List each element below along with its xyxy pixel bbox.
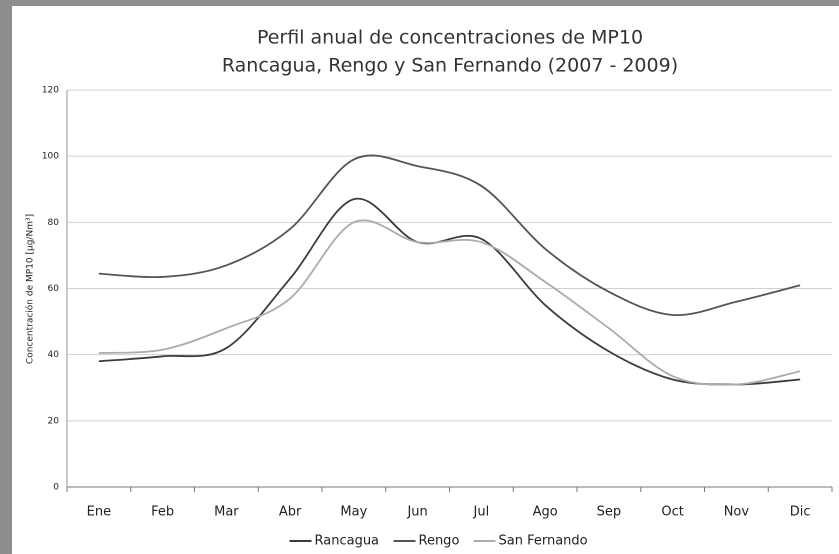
y-tick-label: 80 bbox=[48, 218, 60, 228]
y-tick-label: 20 bbox=[48, 416, 60, 426]
x-tick-label: Ago bbox=[533, 505, 558, 520]
x-tick-label: Dic bbox=[790, 505, 811, 520]
y-tick-label: 0 bbox=[53, 483, 59, 493]
legend-label: Rancagua bbox=[315, 534, 380, 549]
line-series bbox=[98, 219, 801, 386]
x-tick-label: Abr bbox=[279, 505, 302, 520]
x-tick-label: Jun bbox=[406, 505, 427, 520]
chart-background bbox=[12, 6, 839, 554]
y-tick-label: 100 bbox=[42, 152, 59, 162]
y-tick-label: 60 bbox=[48, 284, 60, 294]
line-series bbox=[98, 154, 801, 317]
x-tick-label: Feb bbox=[151, 505, 174, 520]
chart-subtitle: Rancagua, Rengo y San Fernando (2007 - 2… bbox=[222, 55, 678, 77]
x-tick-label: May bbox=[340, 505, 367, 520]
legend-label: San Fernando bbox=[499, 534, 588, 549]
x-tick-label: Sep bbox=[597, 505, 622, 520]
x-tick-label: Nov bbox=[724, 505, 750, 520]
y-axis-label: Concentración de MP10 [µg/Nm³] bbox=[25, 214, 36, 364]
x-tick-label: Mar bbox=[214, 505, 239, 520]
x-tick-label: Ene bbox=[87, 505, 111, 520]
x-tick-label: Jul bbox=[473, 505, 490, 520]
legend-label: Rengo bbox=[419, 534, 460, 549]
chart-title: Perfil anual de concentraciones de MP10 bbox=[257, 27, 643, 49]
x-tick-label: Oct bbox=[661, 505, 683, 520]
y-tick-label: 120 bbox=[42, 86, 59, 96]
y-tick-label: 40 bbox=[48, 350, 60, 360]
